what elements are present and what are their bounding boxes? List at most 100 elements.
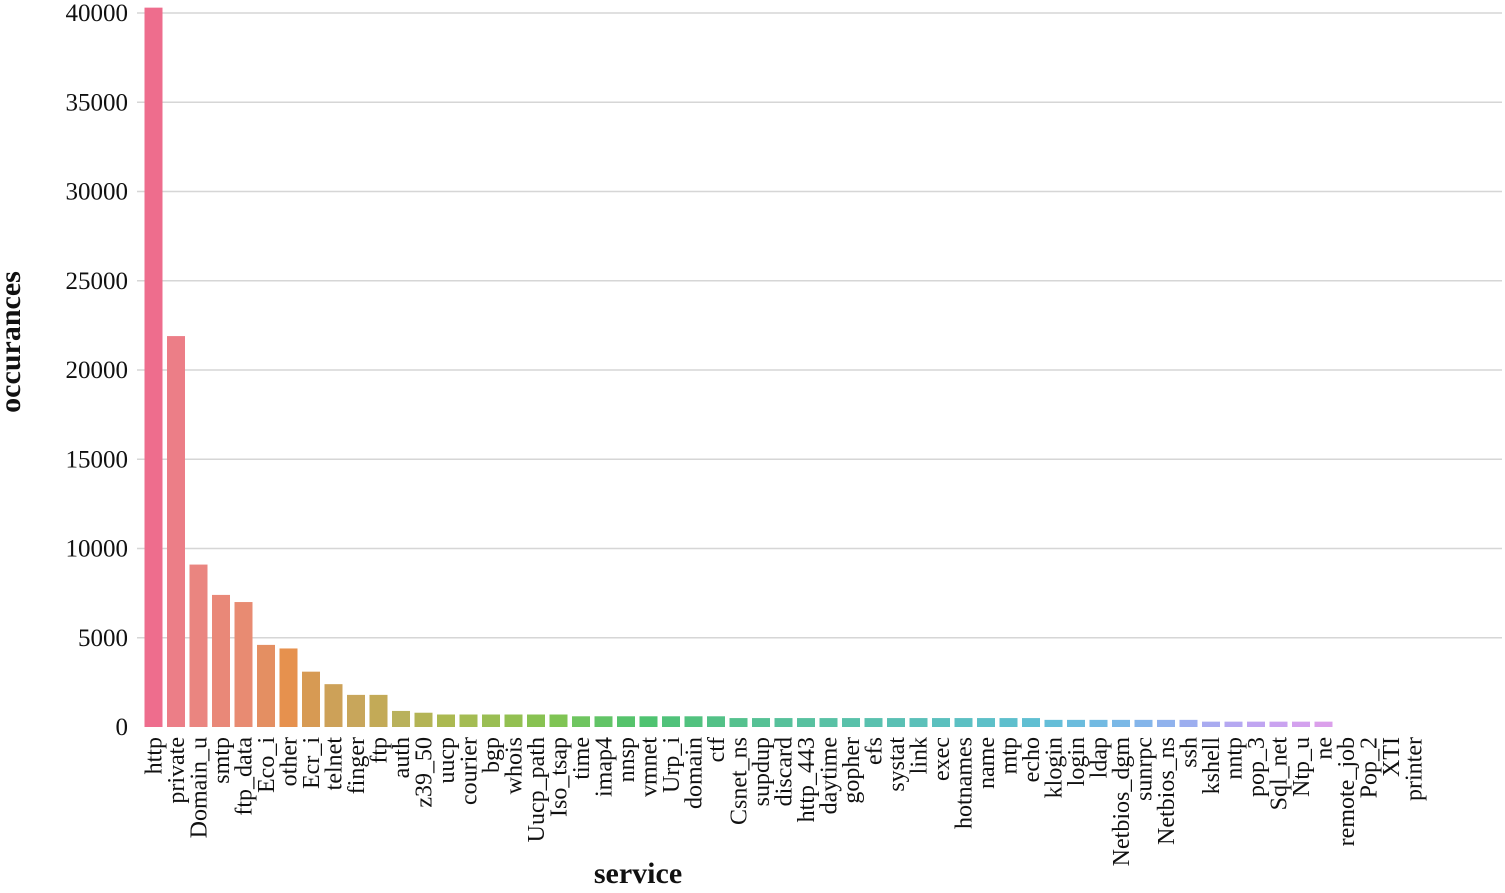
x-tick-label: printer [1402, 737, 1428, 801]
bar-telnet [324, 684, 343, 727]
x-tick-label: nntp [1222, 737, 1248, 780]
bar-bgp [482, 714, 500, 727]
x-tick-label: systat [884, 737, 910, 792]
y-tick-label: 5000 [78, 625, 128, 652]
x-tick-label: kshell [1199, 737, 1225, 795]
x-tick-label: http_443 [794, 737, 820, 822]
bar-domain [684, 716, 703, 727]
y-tick-label: 25000 [66, 268, 129, 295]
bar-courier [459, 714, 478, 727]
bar-private [167, 336, 185, 727]
x-tick-label: courier [457, 737, 483, 805]
bar-echo [1022, 718, 1040, 727]
bar-imap4 [594, 716, 613, 727]
x-tick-label: mtp [997, 737, 1023, 774]
bar-ssh [1179, 719, 1198, 727]
bar-ftp [369, 694, 388, 727]
bar-z39-50 [414, 712, 433, 727]
bar-other [279, 648, 298, 727]
y-tick-label: 15000 [66, 446, 129, 473]
x-tick-label: Sql_net [1267, 737, 1293, 811]
x-tick-label: ldap [1087, 737, 1113, 778]
x-tick-label: Pop_2 [1357, 737, 1383, 798]
y-tick-label: 10000 [66, 536, 129, 563]
x-tick-label: ftp [367, 737, 393, 764]
bar-ne [1314, 721, 1333, 727]
bar-finger [347, 694, 365, 727]
x-tick-label: z39_50 [412, 737, 438, 808]
x-tick-label: time [569, 737, 595, 780]
bar-efs [864, 718, 883, 727]
bar-login [1067, 719, 1085, 727]
bar-netbios-dgm [1112, 719, 1130, 727]
gridlines [137, 12, 1502, 639]
bar-whois [504, 714, 523, 727]
x-tick-label: telnet [322, 737, 348, 791]
bar-nntp [1224, 721, 1243, 727]
bar-sql-net [1269, 721, 1288, 727]
bar-kshell [1202, 721, 1220, 727]
bar-sunrpc [1134, 719, 1153, 727]
x-tick-label: daytime [817, 737, 843, 814]
y-axis-title: occurances [0, 271, 27, 413]
x-tick-label: Ecr_i [299, 737, 325, 789]
bar-systat [887, 718, 905, 727]
bar-gopher [842, 718, 860, 727]
x-tick-label: Ntp_u [1289, 737, 1315, 797]
x-tick-label: discard [772, 737, 798, 806]
bar-ntp-u [1292, 721, 1310, 727]
bar-hotnames [954, 718, 973, 727]
x-tick-label: ctf [704, 737, 730, 762]
x-tick-label: ftp_data [232, 737, 258, 816]
x-axis-title: service [594, 857, 682, 890]
y-tick-label: 35000 [66, 89, 129, 116]
x-tick-label: smtp [209, 737, 235, 784]
x-tick-label: XTI [1379, 737, 1405, 777]
bar-http-443 [797, 718, 815, 727]
y-tick-label: 40000 [66, 0, 129, 27]
y-axis-ticks: 0 5000 10000 15000 20000 25000 30000 35000 40000 [66, 0, 129, 741]
bar-smtp [212, 594, 230, 727]
bar-time [572, 716, 590, 727]
x-tick-label: ne [1312, 737, 1338, 760]
x-tick-label: finger [344, 737, 370, 794]
bar-daytime [819, 718, 838, 727]
x-tick-label: auth [389, 737, 415, 778]
x-tick-label: http [142, 737, 168, 774]
x-tick-label: hotnames [952, 737, 978, 829]
x-tick-label: Uucp_path [524, 737, 550, 842]
bar-supdup [752, 718, 770, 727]
bar-exec [932, 718, 950, 727]
x-tick-label: echo [1019, 737, 1045, 782]
bar-http [144, 7, 163, 727]
bar-pop-3 [1247, 721, 1265, 727]
x-tick-label: imap4 [592, 737, 618, 797]
x-tick-label: domain [682, 737, 708, 809]
x-tick-label: Urp_i [659, 737, 685, 793]
x-axis-ticks: httpprivateDomain_usmtpftp_dataEco_iothe… [142, 737, 1428, 867]
x-tick-label: other [277, 737, 303, 786]
x-tick-label: Netbios_dgm [1109, 737, 1135, 867]
bar-link [909, 718, 928, 727]
y-tick-label: 30000 [66, 179, 129, 206]
x-tick-label: name [974, 737, 1000, 789]
x-tick-label: Netbios_ns [1154, 737, 1180, 845]
x-tick-label: supdup [749, 737, 775, 806]
x-tick-label: uucp [434, 737, 460, 784]
bar-uucp [437, 714, 455, 727]
bar-ftp-data [234, 602, 253, 727]
x-tick-label: gopher [839, 737, 865, 804]
bar-name [977, 718, 995, 727]
bar-csnet-ns [729, 718, 748, 727]
bar-nnsp [617, 716, 635, 727]
bar-uucp-path [527, 714, 545, 727]
bars [144, 7, 1333, 727]
bar-mtp [999, 718, 1018, 727]
bar-auth [392, 710, 410, 727]
x-tick-label: bgp [479, 737, 505, 773]
x-tick-label: Iso_tsap [547, 737, 573, 817]
bar-urp-i [662, 716, 680, 727]
x-tick-label: Domain_u [187, 737, 213, 838]
y-tick-label: 0 [116, 714, 129, 741]
